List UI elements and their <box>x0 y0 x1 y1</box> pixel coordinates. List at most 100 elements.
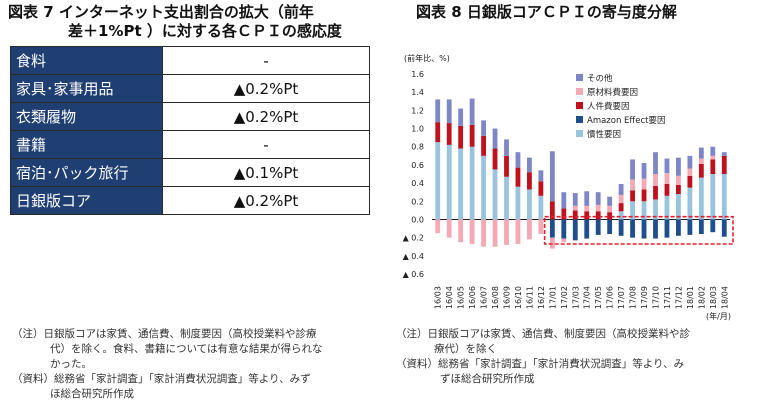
legend-swatch <box>576 88 583 95</box>
x-tick-label: 16/10 <box>514 286 523 309</box>
y-tick-label: ▲ 0.4 <box>403 252 424 261</box>
right-chart-title: 図表 8 日銀版コアＣＰＩの寄与度分解 <box>416 3 677 21</box>
bar-segment <box>607 212 613 220</box>
bar-segment <box>584 219 590 239</box>
table-row: 書籍 - <box>10 130 370 159</box>
bar-segment <box>721 155 727 174</box>
bar-segment <box>492 169 498 220</box>
legend-label: 原材料費要因 <box>587 87 638 98</box>
bar-segment <box>676 157 681 176</box>
bar-segment <box>664 173 670 184</box>
bar-segment <box>561 192 567 209</box>
bar-segment <box>481 219 486 247</box>
sensitivity-value-cell: - <box>162 130 370 159</box>
bar-segment <box>492 148 498 170</box>
bar-segment <box>676 194 681 220</box>
left-source-line: （資料）総務省「家計調査」「家計消費状況調査」等より、みず <box>12 373 311 385</box>
sensitivity-value-cell: ▲0.2%Pt <box>162 74 370 103</box>
bar-segment <box>653 174 658 186</box>
bar-segment <box>653 219 658 239</box>
y-tick-label: 1.6 <box>411 70 424 79</box>
bar-segment <box>549 219 555 238</box>
bar-segment <box>481 135 486 156</box>
bar-segment <box>595 192 601 205</box>
right-note: （注）日銀版コアは家賃、通信費、制度要因（高校授業料や診 療代）を除く （資料）… <box>396 327 756 387</box>
bar-segment <box>721 174 727 220</box>
bar-segment <box>515 186 521 220</box>
bar-segment <box>710 146 716 156</box>
y-tick-label: 1.2 <box>411 106 424 115</box>
sensitivity-value-cell: ▲0.2%Pt <box>162 186 370 215</box>
bar-segment <box>698 177 704 220</box>
bar-segment <box>618 211 624 220</box>
bar-segment <box>527 172 532 190</box>
bar-segment <box>561 208 567 220</box>
legend-label: 人件費要因 <box>587 101 630 112</box>
right-note-line: （注）日銀版コアは家賃、通信費、制度要因（高校授業料や診 <box>396 328 690 340</box>
bar-segment <box>435 219 441 234</box>
x-tick-label: 17/05 <box>594 286 603 309</box>
legend-swatch <box>576 130 583 137</box>
bar-segment <box>710 174 716 220</box>
left-note-line: かった。 <box>50 358 92 370</box>
y-tick-label: 0.2 <box>411 197 424 206</box>
bar-segment <box>630 201 635 220</box>
bar-segment <box>538 219 544 234</box>
bar-segment <box>630 219 635 238</box>
bar-segment <box>607 196 613 206</box>
x-tick-label: 17/08 <box>629 286 638 309</box>
bar-segment <box>549 151 555 202</box>
table-row: 衣類履物 ▲0.2%Pt <box>10 102 370 131</box>
bar-segment <box>687 187 693 220</box>
y-tick-label: 0.6 <box>411 161 424 170</box>
bar-segment <box>687 175 693 188</box>
bar-segment <box>469 124 475 147</box>
bar-segment <box>618 194 624 204</box>
y-tick-label: 0.8 <box>411 143 424 152</box>
x-tick-label: 16/05 <box>457 286 466 309</box>
bar-segment <box>676 219 681 236</box>
bar-segment <box>607 219 613 234</box>
legend-swatch <box>576 116 583 123</box>
x-tick-label: 18/02 <box>697 286 706 309</box>
left-note-line: 代）を除く。食料、書籍については有意な結果が得られな <box>50 343 323 355</box>
bar-segment <box>710 155 716 160</box>
bar-segment <box>676 175 681 185</box>
bar-segment <box>584 211 590 220</box>
bar-segment <box>630 179 635 191</box>
bar-segment <box>515 152 521 168</box>
table-row: 家具･家事用品 ▲0.2%Pt <box>10 74 370 103</box>
bar-segment <box>538 170 544 182</box>
x-axis-unit-label: (年/月) <box>706 311 731 321</box>
legend-swatch <box>576 102 583 109</box>
left-title-line1: 図表 7 インターネット支出割合の拡大（前年 <box>8 3 314 21</box>
bar-segment <box>641 219 647 239</box>
x-tick-label: 16/04 <box>445 286 454 309</box>
bar-segment <box>458 125 464 149</box>
bar-segment <box>584 191 590 206</box>
bar-segment <box>527 157 532 173</box>
bar-segment <box>721 152 727 156</box>
cpi-sensitivity-table: 食料 - 家具･家事用品 ▲0.2%Pt 衣類履物 ▲0.2%Pt 書籍 - 宿泊･パック旅行 ▲… <box>10 46 370 215</box>
left-title-line2: 差＋1%Pt ）に対する各ＣＰＩの感応度 <box>68 22 342 40</box>
x-tick-label: 18/03 <box>709 286 718 309</box>
bar-segment <box>492 219 498 247</box>
bar-segment <box>630 190 635 202</box>
y-tick-label: 1.4 <box>411 88 424 97</box>
bar-segment <box>653 185 658 200</box>
bar-segment <box>561 219 567 239</box>
bar-segment <box>664 158 670 174</box>
bar-segment <box>607 205 613 213</box>
y-tick-label: ▲ 0.2 <box>403 234 424 243</box>
cpi-item-cell: 家具･家事用品 <box>10 74 163 103</box>
legend-label: Amazon Effect要因 <box>587 116 666 126</box>
bar-segment <box>515 167 521 187</box>
bar-segment <box>435 99 441 123</box>
right-source-line: （資料）総務省「家計調査」「家計消費状況調査」等より、み <box>396 358 685 370</box>
bar-segment <box>664 184 670 196</box>
bar-segment <box>549 237 555 249</box>
bar-segment <box>698 219 704 234</box>
x-tick-label: 16/06 <box>468 286 477 309</box>
bar-segment <box>710 159 716 174</box>
left-note: （注）日銀版コアは家賃、通信費、制度要因（高校授業料や診療 代）を除く。食料、書… <box>12 327 382 402</box>
